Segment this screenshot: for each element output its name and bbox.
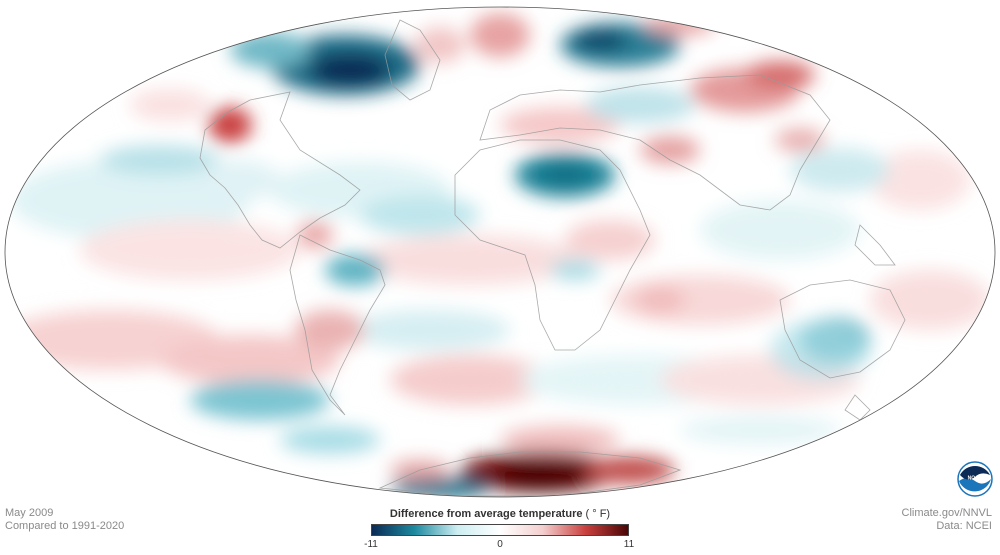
caption-baseline: Compared to 1991-2020 [5,520,125,532]
legend-title-row: Difference from average temperature ( ° … [340,508,660,520]
legend-color-bar [371,524,629,536]
legend-min-label: -11 [364,539,378,550]
legend-max-label: 11 [623,539,635,550]
credit-data: Data: NCEI [936,520,992,532]
legend-mid-label: 0 [497,539,503,550]
globe-outline [4,6,996,498]
caption-date: May 2009 [5,507,54,519]
temperature-anomaly-map [4,6,996,498]
noaa-logo-icon: NOAA [957,461,993,497]
anomaly-field [5,13,990,497]
legend-unit: ( ° F) [585,508,611,520]
map-caption: May 2009 Compared to 1991-2020 [5,507,124,533]
noaa-logo-text: NOAA [968,476,983,482]
credit-site: Climate.gov/NNVL [901,507,992,519]
map-credits: Climate.gov/NNVL Data: NCEI [902,507,992,533]
coastlines [199,19,906,497]
color-legend: Difference from average temperature ( ° … [340,508,660,555]
legend-title: Difference from average temperature [389,508,583,520]
